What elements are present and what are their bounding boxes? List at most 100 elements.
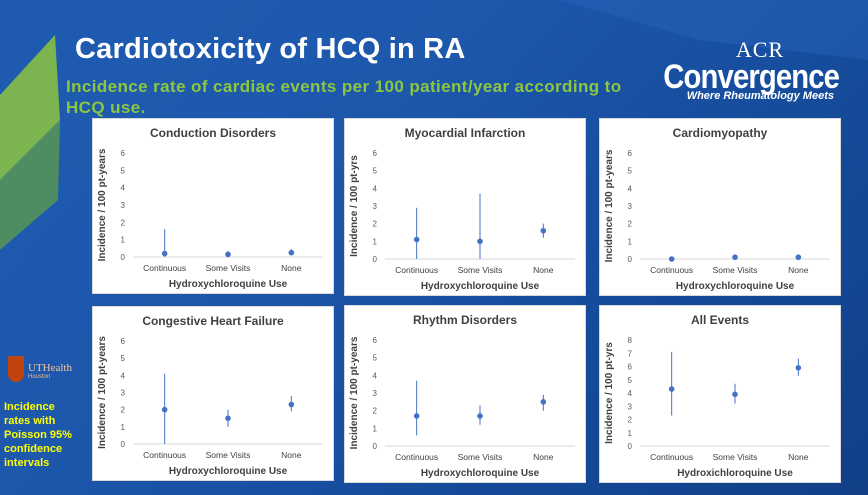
y-tick-label: 8 <box>628 336 633 345</box>
ci-footnote: Incidence rates with Poisson 95% confide… <box>4 401 72 469</box>
x-tick-label: Some Visits <box>713 452 758 462</box>
y-tick-label: 0 <box>373 255 378 264</box>
y-tick-label: 1 <box>628 237 633 246</box>
data-point <box>225 415 231 422</box>
x-axis-label: Hydroxychloroquine Use <box>169 279 288 290</box>
data-point <box>288 249 295 256</box>
chart-title: Myocardial Infarction <box>405 126 526 140</box>
y-tick-label: 3 <box>373 389 378 398</box>
data-point <box>161 250 168 257</box>
data-point <box>732 391 738 398</box>
y-tick-label: 3 <box>121 389 126 398</box>
x-axis-label: Hydroxichloroquine Use <box>677 468 793 479</box>
y-tick-label: 0 <box>373 442 378 451</box>
y-axis-label: Incidence / 100 pt-years <box>97 148 108 261</box>
data-point <box>795 254 802 261</box>
y-axis-label: Incidence / 100 pt-years <box>97 336 108 449</box>
chart-congestive-heart-failure: Congestive Heart Failure Incidence / 100 … <box>92 306 334 481</box>
chart-rhythm-disorders: Rhythm Disorders Incidence / 100 pt-years… <box>344 305 586 483</box>
y-tick-label: 5 <box>373 167 378 176</box>
x-tick-label: Continuous <box>143 450 186 460</box>
x-tick-label: Continuous <box>650 452 693 462</box>
data-point <box>732 254 738 261</box>
chart-conduction-disorders: Conduction Disorders Incidence / 100 pt-y… <box>92 118 334 294</box>
y-tick-label: 1 <box>628 429 633 438</box>
y-axis-label: Incidence / 100 pt-years <box>604 149 615 262</box>
y-tick-label: 4 <box>628 389 633 398</box>
y-tick-label: 4 <box>373 371 378 380</box>
data-point <box>288 401 295 408</box>
y-tick-label: 0 <box>121 440 126 449</box>
x-tick-label: Continuous <box>650 265 693 275</box>
x-axis-label: Hydroxychloroquine Use <box>676 281 795 292</box>
x-tick-label: None <box>788 265 809 275</box>
y-tick-label: 6 <box>373 149 378 158</box>
acr-convergence-logo: ACR Convergence Where Rheumatology Meets <box>663 37 840 103</box>
y-tick-label: 5 <box>121 354 126 363</box>
y-tick-label: 0 <box>628 442 633 451</box>
y-tick-label: 6 <box>121 337 126 346</box>
x-tick-label: Continuous <box>143 263 186 273</box>
data-point <box>668 256 675 262</box>
y-tick-label: 6 <box>373 336 378 345</box>
y-axis-label: Incidence / 100 pt-yrs <box>349 155 360 257</box>
x-tick-label: Some Visits <box>713 265 758 275</box>
y-tick-label: 1 <box>373 424 378 433</box>
x-axis-label: Hydroxychloroquine Use <box>169 466 288 477</box>
chart-title: Congestive Heart Failure <box>142 314 284 328</box>
y-tick-label: 6 <box>121 149 126 158</box>
x-tick-label: None <box>533 452 554 462</box>
y-tick-label: 3 <box>121 201 126 210</box>
y-tick-label: 6 <box>628 149 633 158</box>
y-tick-label: 0 <box>628 255 633 264</box>
slide-subtitle: Incidence rate of cardiac events per 100… <box>66 77 622 117</box>
data-point <box>413 236 420 243</box>
x-tick-label: None <box>788 452 809 462</box>
y-tick-label: 5 <box>628 167 633 176</box>
data-point <box>540 227 547 234</box>
x-tick-label: Some Visits <box>206 263 251 273</box>
data-point <box>477 238 483 245</box>
data-point <box>225 251 231 258</box>
y-axis-label: Incidence / 100 pt-yrs <box>604 342 615 444</box>
y-tick-label: 2 <box>373 407 378 416</box>
x-axis-label: Hydroxychloroquine Use <box>421 281 540 292</box>
y-tick-label: 6 <box>628 363 633 372</box>
y-tick-label: 3 <box>373 202 378 211</box>
x-tick-label: Some Visits <box>458 265 503 275</box>
y-tick-label: 5 <box>628 376 633 385</box>
data-point <box>540 399 547 405</box>
x-tick-label: Continuous <box>395 452 438 462</box>
uthealth-logo: UTHealth Houston <box>8 356 78 386</box>
y-tick-label: 4 <box>121 371 126 380</box>
chart-all-events: All Events Incidence / 100 pt-yrs 0 1 2 3 4 5 6 7… <box>599 305 841 483</box>
y-tick-label: 1 <box>121 423 126 432</box>
y-tick-label: 5 <box>373 354 378 363</box>
x-axis-label: Hydroxychloroquine Use <box>421 468 540 479</box>
x-tick-label: Some Visits <box>458 452 503 462</box>
y-tick-label: 1 <box>373 237 378 246</box>
x-tick-label: None <box>281 450 302 460</box>
data-point <box>477 413 483 419</box>
y-tick-label: 2 <box>121 406 126 415</box>
y-tick-label: 4 <box>373 184 378 193</box>
chart-title: Cardiomyopathy <box>673 126 768 140</box>
y-tick-label: 5 <box>121 166 126 175</box>
chart-myocardial-infarction: Myocardial Infarction Incidence / 100 pt-… <box>344 118 586 296</box>
y-axis-label: Incidence / 100 pt-years <box>349 336 360 449</box>
x-tick-label: None <box>281 263 302 273</box>
y-tick-label: 1 <box>121 236 126 245</box>
y-tick-label: 2 <box>373 220 378 229</box>
chart-title: Rhythm Disorders <box>413 313 517 327</box>
y-tick-label: 0 <box>121 253 126 262</box>
y-tick-label: 2 <box>628 416 633 425</box>
x-tick-label: Some Visits <box>206 450 251 460</box>
y-tick-label: 2 <box>121 218 126 227</box>
data-point <box>668 386 675 392</box>
data-point <box>795 365 802 371</box>
x-tick-label: None <box>533 265 554 275</box>
data-point <box>161 406 168 413</box>
y-tick-label: 3 <box>628 202 633 211</box>
x-tick-label: Continuous <box>395 265 438 275</box>
